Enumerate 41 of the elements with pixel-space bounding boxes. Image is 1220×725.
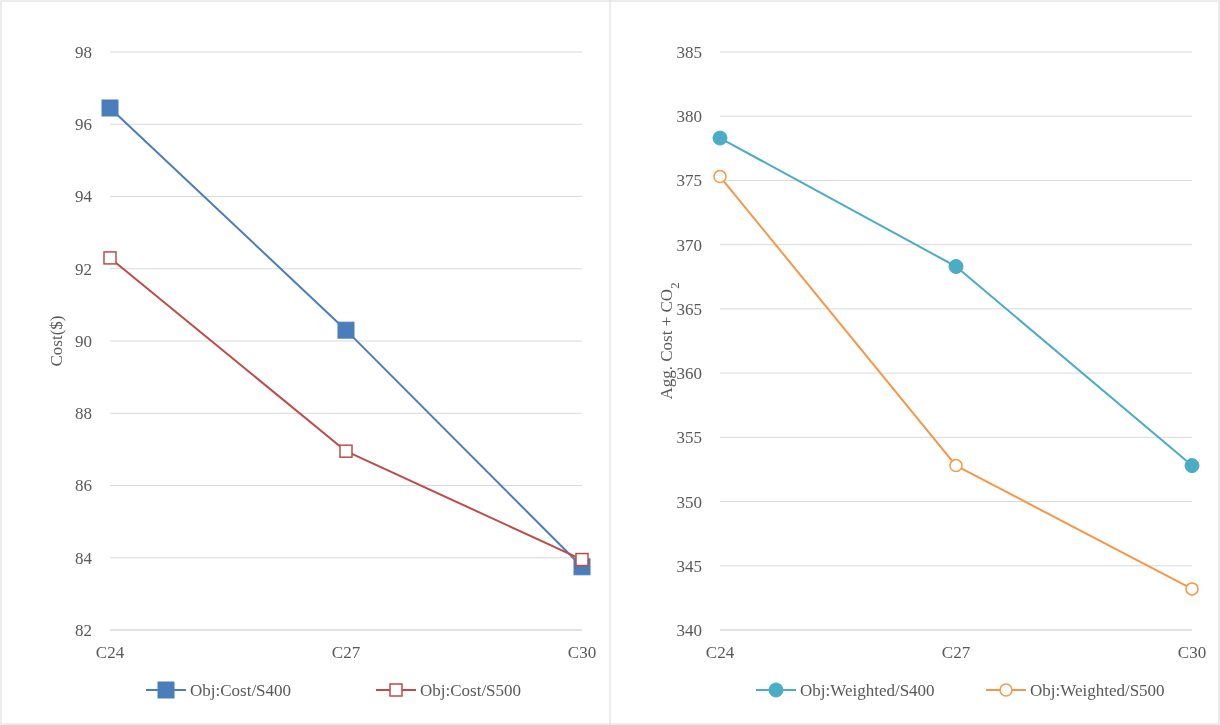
y-tick-label: 88 (75, 404, 92, 424)
point (712, 130, 728, 146)
point (339, 444, 353, 458)
y-tick-label: 375 (676, 171, 702, 191)
point (1184, 458, 1200, 474)
y-tick-label: 84 (75, 548, 93, 568)
x-tick-label: C24 (705, 643, 735, 662)
y-tick-label: 86 (75, 476, 92, 496)
y-tick-label: 385 (676, 42, 702, 62)
legend-label: Obj:Cost/S500 (420, 680, 522, 700)
legend-label: Obj:Weighted/S500 (1030, 680, 1165, 700)
point (101, 99, 119, 117)
x-tick-label: C30 (567, 643, 597, 662)
x-tick-label: C27 (331, 643, 361, 662)
y-tick-label: 92 (75, 259, 92, 279)
point (713, 169, 727, 184)
point (948, 259, 964, 274)
y-tick-label: 98 (75, 42, 92, 62)
point (1185, 582, 1199, 596)
x-tick-label: C24 (95, 643, 125, 662)
y-tick-label: 90 (75, 331, 92, 351)
y-tick-label: 82 (75, 620, 92, 640)
point (103, 251, 117, 265)
y-tick-label: 345 (676, 556, 702, 576)
y-tick-label: 380 (676, 107, 702, 127)
point (575, 552, 589, 567)
y-tick-label: 340 (676, 620, 702, 640)
legend-label: Obj:Cost/S400 (190, 680, 292, 700)
y-tick-label: 350 (676, 492, 702, 512)
x-tick-label: C30 (1177, 643, 1207, 662)
point (337, 321, 355, 339)
legend-label: Obj:Weighted/S400 (800, 680, 935, 700)
y-tick-label: 365 (676, 299, 702, 319)
point (949, 458, 963, 473)
x-tick-label: C27 (941, 643, 971, 662)
y-tick-label: 370 (676, 235, 702, 255)
y-tick-label: 355 (676, 428, 702, 448)
y-tick-label: 360 (676, 364, 702, 384)
y-tick-label: 94 (75, 187, 93, 207)
y-axis-title: Cost($) (47, 315, 66, 367)
y-tick-label: 96 (75, 115, 92, 135)
